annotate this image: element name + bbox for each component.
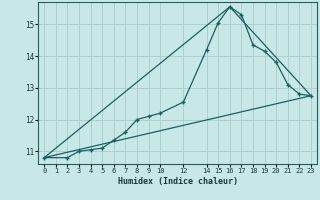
X-axis label: Humidex (Indice chaleur): Humidex (Indice chaleur)	[118, 177, 238, 186]
